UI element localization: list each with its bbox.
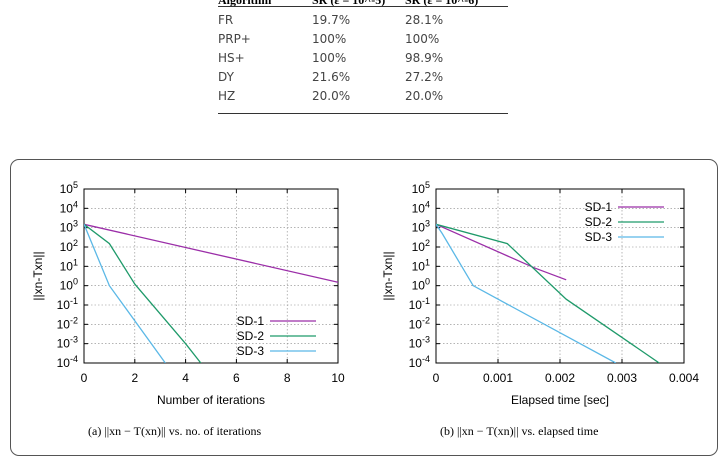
table-cell: 28.1% — [405, 13, 444, 27]
x-tick-label: 8 — [284, 371, 291, 385]
series-line-sd-3 — [84, 224, 166, 363]
table-row: HZ 20.0% 20.0% — [218, 89, 508, 105]
legend-label: SD-1 — [585, 200, 613, 214]
y-tick-label: 10-3 — [409, 335, 430, 351]
table-cell: 27.2% — [405, 70, 444, 84]
plot-frame — [83, 188, 339, 364]
caption-b-text: (b) ||xn − T(xn)|| vs. elapsed time — [440, 424, 599, 438]
series-line-sd-2 — [436, 223, 660, 363]
table-row: DY 21.6% 27.2% — [218, 70, 508, 86]
bottom-rule — [218, 113, 508, 114]
table-cell: 100% — [312, 32, 347, 46]
y-tick-label: 103 — [60, 219, 78, 235]
y-tick-label: 10-3 — [57, 335, 78, 351]
y-tick-label: 100 — [60, 277, 78, 293]
y-tick-label: 10-4 — [57, 354, 78, 370]
y-tick-label: 100 — [412, 277, 430, 293]
series-line-sd-1 — [436, 223, 567, 281]
x-tick-label: 0.002 — [545, 371, 575, 385]
header-algorithm: Algorithm — [218, 0, 272, 7]
table-cell: HZ — [218, 89, 236, 103]
legend-label: SD-3 — [237, 344, 265, 358]
table-row: HS+ 100% 98.9% — [218, 51, 508, 67]
y-tick-label: 102 — [60, 238, 78, 254]
header-rule — [218, 6, 508, 7]
table-cell: 100% — [312, 51, 347, 65]
table-cell: 19.7% — [312, 13, 351, 27]
y-tick-label: 104 — [412, 199, 430, 215]
caption-a-text: (a) ||xn − T(xn)|| vs. no. of iterations — [88, 424, 262, 438]
y-tick-label: 10-2 — [57, 315, 78, 331]
table-cell: PRP+ — [218, 32, 251, 46]
header-sr-2: SR (ε = 10^-6) — [405, 0, 479, 7]
x-tick-label: 6 — [233, 371, 240, 385]
x-axis-label: Elapsed time [sec] — [511, 393, 609, 407]
table-cell: FR — [218, 13, 234, 27]
x-tick-label: 0.004 — [669, 371, 699, 385]
legend-label: SD-2 — [585, 215, 613, 229]
series-line-sd-1 — [84, 223, 338, 283]
x-axis-label: Number of iterations — [157, 393, 265, 407]
chart-0: 10-4 10-3 10-2 10-1 100 101 102 103 104 105 0 2 4 6 8 1… — [31, 180, 345, 407]
y-tick-label: 10-1 — [409, 296, 430, 312]
x-tick-label: 0 — [433, 371, 440, 385]
y-tick-label: 102 — [412, 238, 430, 254]
y-tick-label: 105 — [60, 180, 78, 196]
table-cell: 21.6% — [312, 70, 351, 84]
table-cell: 20.0% — [312, 89, 351, 103]
y-tick-label: 101 — [412, 257, 430, 273]
table-row: FR 19.7% 28.1% — [218, 13, 508, 29]
y-tick-label: 104 — [60, 199, 78, 215]
table-cell: 20.0% — [405, 89, 444, 103]
chart-1: 10-4 10-3 10-2 10-1 100 101 102 103 104 105 0 0.001… — [381, 180, 699, 407]
legend-label: SD-2 — [237, 329, 265, 343]
x-tick-label: 4 — [182, 371, 189, 385]
legend-label: SD-3 — [585, 230, 613, 244]
x-tick-label: 0.001 — [483, 371, 513, 385]
caption-b: (b) ||xn − T(xn)|| vs. elapsed time — [440, 424, 598, 439]
y-tick-label: 10-2 — [409, 315, 430, 331]
y-tick-label: 10-1 — [57, 296, 78, 312]
table-cell: HS+ — [218, 51, 245, 65]
table-cell: 98.9% — [405, 51, 444, 65]
x-tick-label: 2 — [131, 371, 138, 385]
header-sr-1: SR (ε = 10^-5) — [312, 0, 386, 7]
table-header: Algorithm SR (ε = 10^-5) SR (ε = 10^-6) — [218, 0, 508, 8]
series-line-sd-2 — [84, 223, 202, 363]
series-line-sd-3 — [436, 223, 617, 363]
table-cell: DY — [218, 70, 234, 84]
x-tick-label: 0 — [81, 371, 88, 385]
y-tick-label: 101 — [60, 257, 78, 273]
caption-a: (a) ||xn − T(xn)|| vs. no. of iterations — [88, 424, 261, 439]
y-tick-label: 105 — [412, 180, 430, 196]
y-tick-label: 103 — [412, 219, 430, 235]
x-tick-label: 0.003 — [607, 371, 637, 385]
y-axis-label: ||xn-Txn|| — [381, 251, 395, 300]
table-cell: 100% — [405, 32, 440, 46]
table-row: PRP+ 100% 100% — [218, 32, 508, 48]
legend-label: SD-1 — [237, 314, 265, 328]
x-tick-label: 10 — [331, 371, 345, 385]
y-tick-label: 10-4 — [409, 354, 430, 370]
y-axis-label: ||xn-Txn|| — [31, 251, 45, 300]
